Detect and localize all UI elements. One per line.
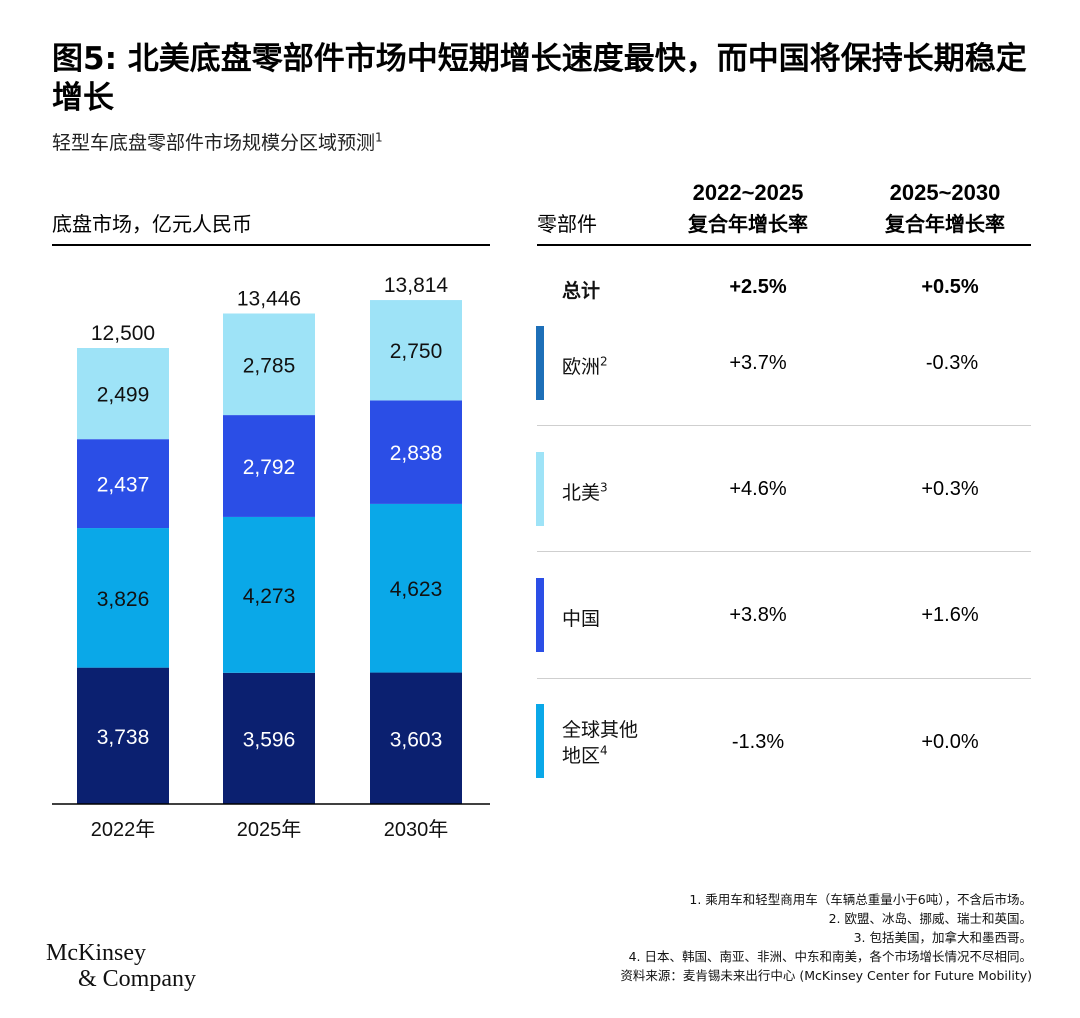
header-label-2: 复合年增长率 (885, 212, 1005, 236)
mckinsey-logo: McKinsey & Company (46, 940, 196, 992)
footnote-2: 2. 欧盟、冰岛、挪威、瑞士和英国。 (828, 911, 1032, 926)
bar-segment-top-segment (370, 300, 462, 401)
legend-marker-europe (536, 326, 544, 400)
bar-segment-label: 4,273 (243, 585, 296, 608)
chart-header-rule (52, 244, 490, 246)
bar-segment-mid-segment (223, 516, 315, 673)
logo-line-2: & Company (78, 966, 196, 992)
bar-total-label: 13,814 (384, 274, 449, 297)
bar-segment-top-segment (77, 348, 169, 440)
bar-segment-label: 3,603 (390, 728, 443, 751)
bar-segment-label: 2,838 (390, 442, 443, 465)
row-label-row-text: 全球其他地区 (562, 719, 639, 767)
row-europe-note: 2 (600, 354, 608, 369)
subtitle-footnote-ref: 1 (375, 130, 383, 145)
table-header-cagr-2025-2030: 2025~2030 复合年增长率 (845, 180, 1045, 237)
row-row-cagr2: +0.0% (921, 731, 979, 753)
row-na-cagr1: +4.6% (729, 478, 787, 500)
logo-line-1: McKinsey (46, 940, 146, 966)
subtitle-text: 轻型车底盘零部件市场规模分区域预测 (52, 132, 376, 154)
legend-marker-north-america (536, 452, 544, 526)
row-label-total: 总计 (562, 280, 601, 302)
row-row-cagr1: -1.3% (731, 731, 785, 753)
row-label-rest-of-world: 全球其他地区4 (562, 717, 642, 769)
bar-segment-label: 2,437 (97, 474, 150, 497)
row-na-note: 3 (600, 480, 608, 495)
header-year-2: 2025~2030 (889, 180, 1001, 205)
bar-segment-label: 4,623 (390, 578, 443, 601)
bar-segment-label: 2,785 (243, 354, 296, 377)
row-china-cagr1: +3.8% (729, 604, 787, 626)
subtitle: 轻型车底盘零部件市场规模分区域预测1 (52, 128, 383, 155)
row-row-note: 4 (600, 743, 608, 758)
bar-segment-china-segment (370, 400, 462, 504)
chart-unit-label: 底盘市场，亿元人民币 (52, 212, 252, 236)
x-axis-tick-label: 2025年 (237, 818, 302, 841)
table-header-component: 零部件 (537, 212, 597, 236)
stacked-bar-chart: 3,738 3,826 2,437 2,499 12,500 2022年 3,596 4,27… (52, 274, 490, 841)
footnotes: 1. 乘用车和轻型商用车（车辆总重量小于6吨），不含后市场。 2. 欧盟、冰岛、… (620, 890, 1032, 985)
legend-marker-china (536, 578, 544, 652)
bar-segment-china-segment (77, 439, 169, 529)
bar-segment-bottom-segment (223, 672, 315, 804)
bar-total-label: 12,500 (91, 322, 155, 345)
x-axis-tick-label: 2030年 (384, 818, 449, 841)
bar-segment-mid-segment (370, 503, 462, 673)
row-total-cagr2: +0.5% (921, 276, 979, 298)
legend-marker-rest-of-world (536, 704, 544, 778)
row-europe-cagr2: -0.3% (925, 352, 979, 374)
x-axis-tick-label: 2022年 (91, 818, 156, 841)
bar-segment-label: 3,596 (243, 728, 296, 751)
bar-segment-label: 3,826 (97, 588, 150, 611)
bar-segment-label: 2,792 (243, 456, 296, 479)
bar-segment-china-segment (223, 415, 315, 517)
bar-segment-label: 2,499 (97, 384, 150, 407)
bar-segment-bottom-segment (77, 667, 169, 804)
row-label-china: 中国 (562, 608, 601, 630)
page-title: 图5: 北美底盘零部件市场中短期增长速度最快，而中国将保持长期稳定增长 (52, 41, 1027, 116)
bar-segment-label: 3,738 (97, 726, 150, 749)
bar-segment-mid-segment (77, 528, 169, 668)
bar-segment-bottom-segment (370, 672, 462, 804)
table-header-rule (537, 244, 1031, 246)
table-header-cagr-2022-2025: 2022~2025 复合年增长率 (648, 180, 848, 237)
bar-segment-top-segment (223, 313, 315, 416)
row-na-cagr2: +0.3% (921, 478, 979, 500)
row-divider (537, 551, 1031, 552)
bar-total-label: 13,446 (237, 287, 301, 310)
row-total-cagr1: +2.5% (729, 276, 787, 298)
source-note: 资料来源：麦肯锡未来出行中心 (McKinsey Center for Futu… (620, 968, 1032, 983)
footnote-1: 1. 乘用车和轻型商用车（车辆总重量小于6吨），不含后市场。 (689, 892, 1032, 907)
header-year-1: 2022~2025 (692, 180, 804, 205)
row-europe-cagr1: +3.7% (729, 352, 787, 374)
row-label-north-america: 北美3 (562, 478, 608, 505)
row-label-europe-text: 欧洲 (562, 356, 601, 378)
row-divider (537, 678, 1031, 679)
row-label-europe: 欧洲2 (562, 352, 608, 379)
row-china-cagr2: +1.6% (921, 604, 979, 626)
row-label-na-text: 北美 (562, 482, 601, 504)
row-divider (537, 425, 1031, 426)
bar-segment-label: 2,750 (390, 340, 443, 363)
footnote-4: 4. 日本、韩国、南亚、非洲、中东和南美，各个市场增长情况不尽相同。 (628, 949, 1032, 964)
header-label-1: 复合年增长率 (688, 212, 808, 236)
footnote-3: 3. 包括美国，加拿大和墨西哥。 (853, 930, 1032, 945)
